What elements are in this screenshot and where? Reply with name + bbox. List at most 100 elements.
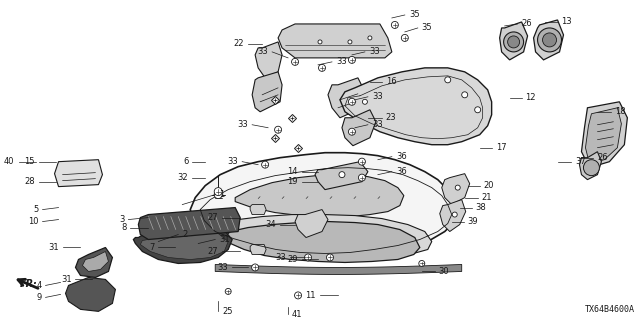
Polygon shape <box>133 226 232 263</box>
Text: 34: 34 <box>266 220 276 229</box>
Polygon shape <box>54 160 102 187</box>
Text: 19: 19 <box>287 177 298 186</box>
Circle shape <box>275 126 282 133</box>
Text: 35: 35 <box>422 23 433 32</box>
Circle shape <box>508 36 520 48</box>
Text: 29: 29 <box>287 255 298 264</box>
Text: 33: 33 <box>336 57 347 66</box>
Circle shape <box>358 158 365 165</box>
Text: 31: 31 <box>220 235 230 244</box>
Polygon shape <box>250 204 266 215</box>
Text: 28: 28 <box>24 177 35 186</box>
Circle shape <box>461 92 468 98</box>
Polygon shape <box>65 277 115 311</box>
Text: 36: 36 <box>396 167 406 176</box>
Text: TX64B4600A: TX64B4600A <box>584 305 634 314</box>
Text: 31: 31 <box>61 275 72 284</box>
Polygon shape <box>138 208 240 239</box>
Text: 17: 17 <box>495 143 506 152</box>
Text: 11: 11 <box>305 291 316 300</box>
Text: 4: 4 <box>36 281 42 290</box>
Circle shape <box>401 35 408 41</box>
Text: 16: 16 <box>386 77 397 86</box>
Circle shape <box>455 185 460 190</box>
Circle shape <box>252 264 259 271</box>
Text: 33: 33 <box>372 120 383 129</box>
Circle shape <box>358 174 365 181</box>
Circle shape <box>262 161 269 168</box>
Polygon shape <box>224 221 420 262</box>
Polygon shape <box>278 24 392 58</box>
Polygon shape <box>342 110 376 146</box>
Circle shape <box>538 28 561 52</box>
Circle shape <box>362 99 367 104</box>
Circle shape <box>214 188 222 196</box>
Text: 15: 15 <box>24 157 35 166</box>
Polygon shape <box>76 247 113 277</box>
Text: 3: 3 <box>119 215 124 224</box>
Polygon shape <box>255 42 282 78</box>
Text: 14: 14 <box>287 167 298 176</box>
Text: 26: 26 <box>597 153 608 162</box>
Circle shape <box>305 254 312 261</box>
Circle shape <box>348 56 355 63</box>
Circle shape <box>368 36 372 40</box>
Polygon shape <box>140 229 228 260</box>
Circle shape <box>445 77 451 83</box>
Text: 23: 23 <box>386 113 397 122</box>
Polygon shape <box>252 72 282 112</box>
Text: 10: 10 <box>28 217 38 226</box>
Text: 33: 33 <box>237 120 248 129</box>
Text: 37: 37 <box>575 157 586 166</box>
Circle shape <box>504 32 524 52</box>
Circle shape <box>225 288 231 294</box>
Polygon shape <box>295 210 328 237</box>
Text: 27: 27 <box>207 213 218 222</box>
Text: 7: 7 <box>149 243 154 252</box>
Circle shape <box>543 33 557 47</box>
Text: 33: 33 <box>227 157 238 166</box>
Polygon shape <box>534 20 563 60</box>
Polygon shape <box>440 200 466 232</box>
Polygon shape <box>328 78 365 118</box>
Polygon shape <box>235 175 404 217</box>
Text: 36: 36 <box>396 152 406 161</box>
Text: 6: 6 <box>183 157 188 166</box>
Polygon shape <box>582 102 627 168</box>
Text: 32: 32 <box>178 173 188 182</box>
Text: 21: 21 <box>482 193 492 202</box>
Polygon shape <box>215 264 461 275</box>
Text: 38: 38 <box>476 203 486 212</box>
Text: 25: 25 <box>222 307 233 316</box>
Polygon shape <box>442 174 470 204</box>
Circle shape <box>452 212 457 217</box>
Text: 26: 26 <box>522 20 532 28</box>
Text: 20: 20 <box>484 181 494 190</box>
Polygon shape <box>220 215 432 260</box>
Polygon shape <box>586 108 621 164</box>
Text: 41: 41 <box>292 310 303 319</box>
Circle shape <box>348 98 355 105</box>
Circle shape <box>214 191 222 199</box>
Circle shape <box>348 40 352 44</box>
Circle shape <box>319 64 326 71</box>
Polygon shape <box>500 22 527 60</box>
Text: 33: 33 <box>218 263 228 272</box>
Circle shape <box>475 107 481 113</box>
Text: 22: 22 <box>234 39 244 48</box>
Circle shape <box>419 260 425 267</box>
Text: 13: 13 <box>561 18 572 27</box>
Polygon shape <box>340 68 492 145</box>
Polygon shape <box>579 152 602 180</box>
Circle shape <box>339 172 345 178</box>
Text: FR·: FR· <box>20 279 38 289</box>
Polygon shape <box>250 244 266 254</box>
Text: 18: 18 <box>616 107 626 116</box>
Text: 33: 33 <box>275 253 286 262</box>
Text: 33: 33 <box>369 47 380 56</box>
Text: 27: 27 <box>207 247 218 256</box>
Circle shape <box>326 254 333 261</box>
Circle shape <box>292 58 298 65</box>
Polygon shape <box>315 162 368 190</box>
Text: 8: 8 <box>121 223 126 232</box>
